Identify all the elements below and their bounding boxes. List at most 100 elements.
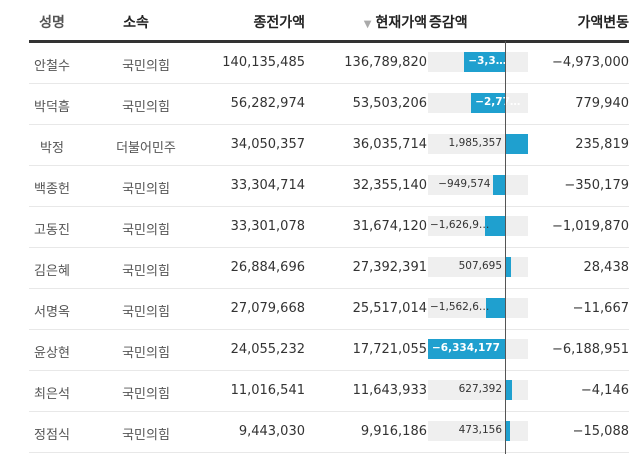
diff-bar-track: −3,3… [428,52,528,72]
diff-label: 473,156 [458,424,502,436]
diff-bar-track: −1,626,9… [428,216,528,236]
table-row[interactable]: 고동진 국민의힘 33,301,078 31,674,120 −1,626,9… −1,0… [29,207,629,248]
diff-bar [428,339,505,359]
cell-change: −11,667 [572,301,629,316]
cell-curr-value: 27,392,391 [352,260,427,275]
cell-name: 최은석 [34,387,70,402]
cell-prev-value: 34,050,357 [230,137,305,152]
diff-bar-track: −2,77… [428,93,528,113]
cell-name: 윤상현 [34,346,70,361]
table-row[interactable]: 박덕흠 국민의힘 56,282,974 53,503,206 −2,77… 779,940 [29,84,629,125]
cell-curr-value: 36,035,714 [352,137,427,152]
diff-label: 627,392 [458,383,502,395]
diff-label: −1,562,6… [430,301,490,313]
cell-prev-value: 56,282,974 [230,96,305,111]
cell-change: 779,940 [575,96,629,111]
cell-party: 국민의힘 [122,305,170,320]
diff-bar-track: 473,156 [428,421,528,441]
diff-label: −6,334,177 [432,342,500,354]
cell-prev-value: 33,304,714 [230,178,305,193]
header-name[interactable]: 성명 [39,15,65,31]
cell-prev-value: 11,016,541 [230,383,305,398]
cell-party: 국민의힘 [122,100,170,115]
header-change[interactable]: 가액변동 [577,15,629,31]
cell-curr-value: 9,916,186 [360,424,427,439]
table-row[interactable]: 정점식 국민의힘 9,443,030 9,916,186 473,156 −15,088 [29,412,629,453]
cell-name: 서명옥 [34,305,70,320]
diff-bar [505,421,511,441]
table-row[interactable]: 박정 더불어민주 34,050,357 36,035,714 1,985,357 235,… [29,125,629,166]
cell-party: 국민의힘 [122,264,170,279]
cell-curr-value: 32,355,140 [352,178,427,193]
cell-change: −15,088 [572,424,629,439]
header-curr-value[interactable]: ▼ 현재가액 [305,12,427,32]
header-party[interactable]: 소속 [123,15,149,31]
diff-bar-track: 627,392 [428,380,528,400]
cell-name: 박정 [40,141,64,156]
diff-label: −1,626,9… [430,219,490,231]
diff-bar [471,93,505,113]
diff-bar-track: −6,334,177 [428,339,528,359]
cell-party: 국민의힘 [122,346,170,361]
diff-bar-track: 507,695 [428,257,528,277]
diff-bar [493,175,505,195]
diff-label: −3,3… [468,55,507,67]
header-prev-value[interactable]: 종전가액 [253,15,305,31]
diff-bar [505,380,513,400]
diff-bar-track: −949,574 [428,175,528,195]
header-curr-value-label: 현재가액 [375,15,427,31]
cell-change: −350,179 [564,178,629,193]
sort-desc-icon: ▼ [363,19,372,30]
cell-party: 국민의힘 [122,59,170,74]
table-row[interactable]: 김은혜 국민의힘 26,884,696 27,392,391 507,695 28,438 [29,248,629,289]
diff-bar-track: 1,985,357 [428,134,528,154]
cell-prev-value: 27,079,668 [230,301,305,316]
cell-change: 235,819 [575,137,629,152]
diff-label: 1,985,357 [448,137,502,149]
table-row[interactable]: 최은석 국민의힘 11,016,541 11,643,933 627,392 −4,146 [29,371,629,412]
bar-zero-axis [505,41,506,454]
cell-curr-value: 53,503,206 [352,96,427,111]
cell-curr-value: 25,517,014 [352,301,427,316]
header-diff[interactable]: 증감액 [429,15,468,31]
cell-curr-value: 17,721,055 [352,342,427,357]
diff-label: −2,77… [475,96,521,108]
cell-name: 안철수 [34,59,70,74]
cell-party: 국민의힘 [122,387,170,402]
cell-party: 국민의힘 [122,182,170,197]
cell-prev-value: 26,884,696 [230,260,305,275]
table-row[interactable]: 서명옥 국민의힘 27,079,668 25,517,014 −1,562,6… −11,… [29,289,629,330]
table-body: 안철수 국민의힘 140,135,485 136,789,820 −3,3… −4,973… [29,43,629,453]
cell-name: 정점식 [34,428,70,443]
cell-change: −4,146 [580,383,629,398]
table-row[interactable]: 윤상현 국민의힘 24,055,232 17,721,055 −6,334,177 −6,… [29,330,629,371]
cell-change: −4,973,000 [551,55,629,70]
cell-prev-value: 24,055,232 [230,342,305,357]
cell-name: 백종헌 [34,182,70,197]
diff-bar [486,298,505,318]
table-row[interactable]: 안철수 국민의힘 140,135,485 136,789,820 −3,3… −4,973… [29,43,629,84]
cell-prev-value: 33,301,078 [230,219,305,234]
cell-curr-value: 136,789,820 [344,55,427,70]
cell-party: 더불어민주 [116,141,176,156]
cell-name: 고동진 [34,223,70,238]
diff-bar [505,257,511,277]
cell-party: 국민의힘 [122,428,170,443]
diff-bar-track: −1,562,6… [428,298,528,318]
cell-name: 박덕흠 [34,100,70,115]
cell-prev-value: 140,135,485 [222,55,305,70]
cell-prev-value: 9,443,030 [238,424,305,439]
diff-label: −949,574 [438,178,491,190]
diff-bar [485,216,505,236]
diff-label: 507,695 [458,260,502,272]
diff-bar [505,134,528,154]
cell-curr-value: 11,643,933 [352,383,427,398]
diff-bar [464,52,505,72]
table-header: 성명 소속 종전가액 ▼ 현재가액 증감액 가액변동 [29,0,629,43]
cell-change: −6,188,951 [551,342,629,357]
table-row[interactable]: 백종헌 국민의힘 33,304,714 32,355,140 −949,574 −350,… [29,166,629,207]
asset-table: 성명 소속 종전가액 ▼ 현재가액 증감액 가액변동 안철수 국민의힘 140,135… [29,0,629,454]
cell-change: −1,019,870 [551,219,629,234]
cell-change: 28,438 [583,260,630,275]
cell-curr-value: 31,674,120 [352,219,427,234]
